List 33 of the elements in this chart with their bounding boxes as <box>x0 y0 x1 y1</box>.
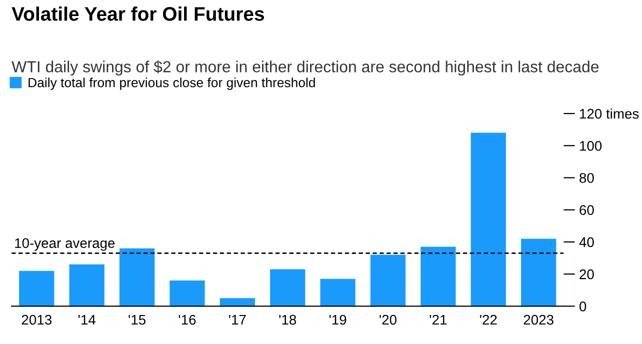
y-tick-label: 20 <box>580 269 594 280</box>
bar <box>170 280 205 306</box>
x-tick-label: '21 <box>430 314 447 325</box>
x-tick-label: '20 <box>380 314 397 325</box>
y-tick-label: 100 <box>580 140 602 151</box>
y-tick-label: 80 <box>580 173 594 183</box>
y-tick-label: 0 <box>579 301 586 312</box>
x-tick-label: 2013 <box>22 314 52 325</box>
chart-subtitle: WTI daily swings of $2 or more in either direction are second highest in last decade <box>12 60 599 76</box>
x-tick-label: '18 <box>279 314 296 325</box>
x-tick-label: '15 <box>128 315 146 325</box>
x-tick-label: '14 <box>78 315 96 325</box>
legend-label: Daily total from previous close for given threshold <box>28 78 315 90</box>
x-tick-label: '17 <box>229 315 246 325</box>
bar <box>470 132 506 306</box>
y-tick-label: 60 <box>580 205 594 216</box>
y-tick-label: 120 times <box>580 108 639 119</box>
x-tick-label: '22 <box>480 314 497 325</box>
y-tick-label: 40 <box>579 237 594 248</box>
bar <box>320 278 356 306</box>
ref-line-label: 10-year average <box>15 238 115 251</box>
bar <box>270 269 306 306</box>
bar <box>19 270 54 306</box>
bar <box>370 254 406 306</box>
bar <box>220 298 255 306</box>
bar <box>69 264 104 306</box>
bar <box>420 246 456 306</box>
x-tick-label: '19 <box>329 314 346 325</box>
x-tick-label: 2023 <box>524 314 554 325</box>
chart-title: Volatile Year for Oil Futures <box>12 6 264 21</box>
bar <box>521 238 556 306</box>
x-tick-label: '16 <box>178 314 196 325</box>
bar <box>119 248 155 306</box>
